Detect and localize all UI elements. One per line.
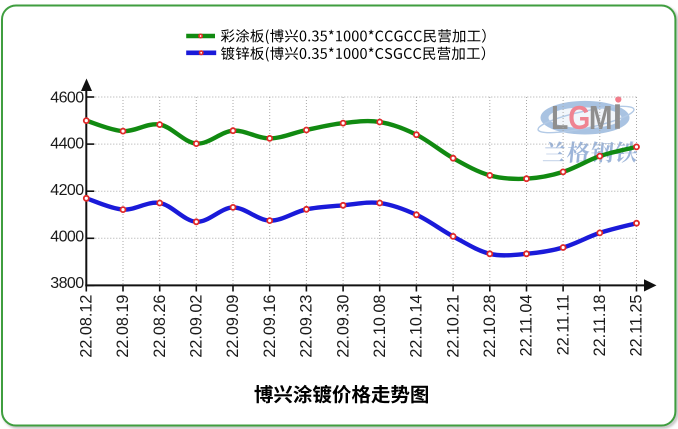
svg-text:22.08.12: 22.08.12 [78, 295, 96, 358]
svg-text:22.08.19: 22.08.19 [114, 295, 132, 358]
svg-text:22.11.25: 22.11.25 [628, 295, 646, 357]
svg-text:22.11.18: 22.11.18 [591, 295, 609, 357]
svg-text:22.11.04: 22.11.04 [518, 295, 536, 357]
svg-text:22.10.08: 22.10.08 [371, 295, 389, 358]
svg-text:G: G [568, 99, 590, 137]
svg-text:22.09.09: 22.09.09 [224, 295, 242, 358]
svg-text:22.09.23: 22.09.23 [298, 295, 316, 358]
svg-text:M: M [589, 99, 613, 137]
svg-text:4200: 4200 [50, 182, 84, 199]
svg-text:3800: 3800 [50, 275, 84, 292]
svg-text:4600: 4600 [50, 89, 84, 106]
svg-text:22.10.21: 22.10.21 [444, 295, 462, 358]
svg-text:22.10.14: 22.10.14 [408, 295, 426, 358]
svg-text:22.09.02: 22.09.02 [188, 295, 206, 358]
svg-text:22.10.28: 22.10.28 [481, 295, 499, 358]
svg-text:22.09.16: 22.09.16 [261, 295, 279, 358]
svg-text:22.08.26: 22.08.26 [151, 295, 169, 358]
svg-text:4000: 4000 [50, 229, 84, 246]
svg-text:4400: 4400 [50, 136, 84, 153]
svg-text:L: L [551, 99, 568, 137]
svg-text:22.11.11: 22.11.11 [554, 295, 572, 356]
svg-text:22.09.30: 22.09.30 [334, 295, 352, 358]
